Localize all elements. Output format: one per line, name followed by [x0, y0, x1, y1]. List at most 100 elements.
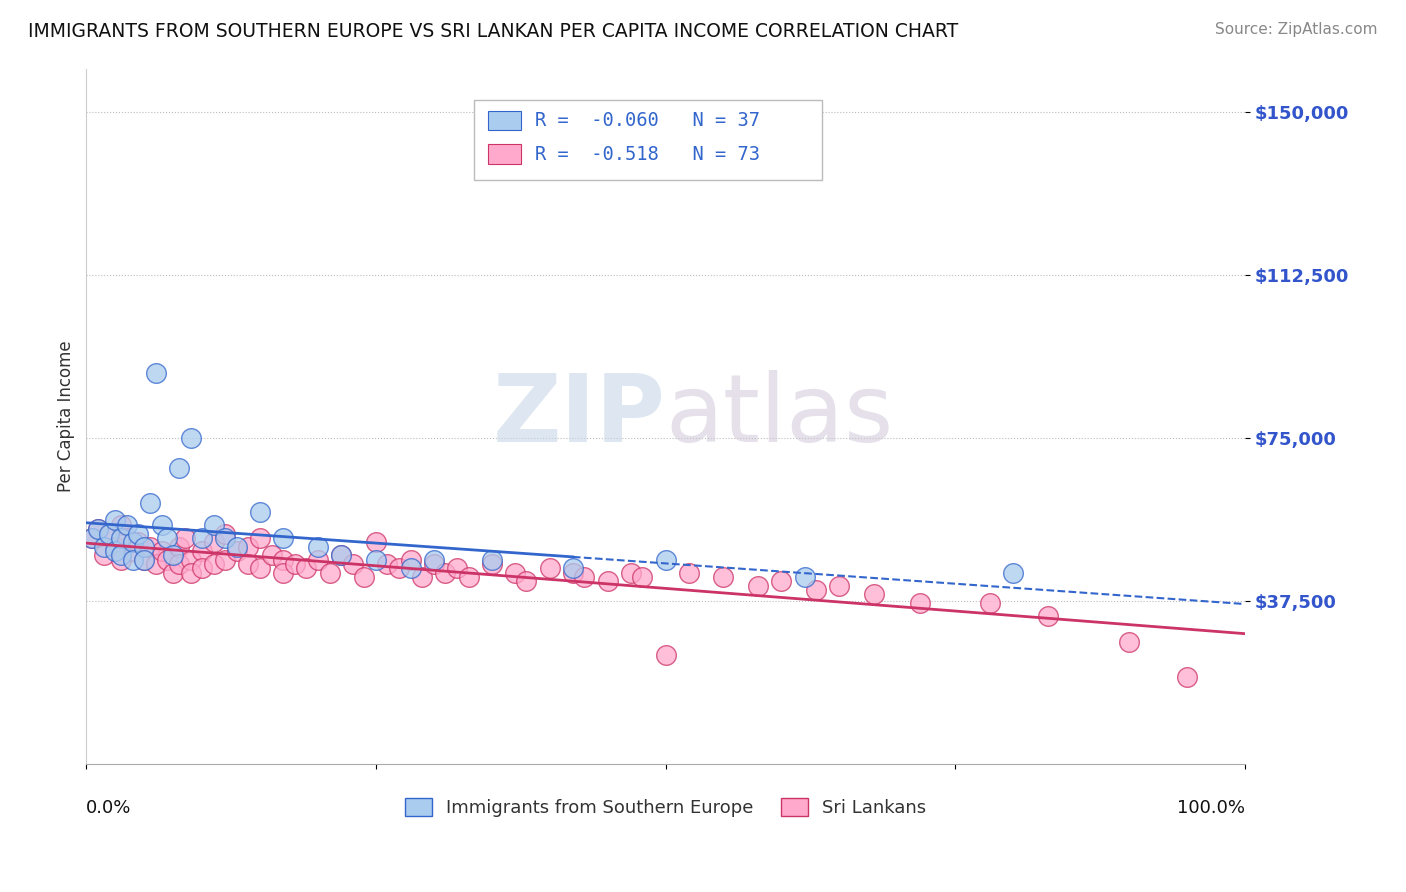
Point: [271, 531, 294, 545]
FancyBboxPatch shape: [488, 145, 520, 164]
Point: [307, 540, 329, 554]
Point: [80, 531, 103, 545]
Point: [481, 557, 503, 571]
Point: [596, 574, 619, 589]
Point: [110, 517, 132, 532]
Point: [910, 596, 932, 610]
Point: [191, 531, 214, 545]
Point: [1175, 670, 1198, 684]
Point: [115, 531, 138, 545]
Point: [110, 548, 132, 562]
Point: [434, 566, 457, 580]
FancyBboxPatch shape: [474, 100, 823, 180]
Text: 0.0%: 0.0%: [86, 798, 132, 816]
Point: [80, 531, 103, 545]
Point: [863, 587, 886, 601]
Point: [167, 540, 190, 554]
Point: [828, 579, 851, 593]
Point: [423, 557, 446, 571]
Point: [481, 552, 503, 566]
Point: [271, 566, 294, 580]
Point: [561, 561, 583, 575]
Point: [98, 526, 121, 541]
Point: [399, 561, 422, 575]
Text: ZIP: ZIP: [492, 370, 665, 462]
Point: [110, 531, 132, 545]
Point: [330, 548, 353, 562]
Point: [249, 505, 271, 519]
Point: [330, 548, 353, 562]
Point: [538, 561, 561, 575]
Point: [110, 552, 132, 566]
Point: [631, 570, 654, 584]
Point: [104, 544, 127, 558]
Point: [747, 579, 769, 593]
Point: [191, 544, 214, 558]
Point: [793, 570, 815, 584]
Point: [134, 552, 156, 566]
Point: [104, 513, 127, 527]
Point: [271, 552, 294, 566]
Point: [238, 557, 260, 571]
Point: [87, 522, 110, 536]
Point: [307, 552, 329, 566]
Point: [238, 540, 260, 554]
Point: [654, 552, 676, 566]
Point: [979, 596, 1001, 610]
Text: IMMIGRANTS FROM SOUTHERN EUROPE VS SRI LANKAN PER CAPITA INCOME CORRELATION CHAR: IMMIGRANTS FROM SOUTHERN EUROPE VS SRI L…: [28, 22, 959, 41]
Point: [342, 557, 364, 571]
Point: [214, 552, 236, 566]
Point: [249, 561, 271, 575]
Point: [353, 570, 375, 584]
Point: [260, 548, 283, 562]
Point: [770, 574, 793, 589]
Point: [127, 535, 149, 549]
Point: [1118, 635, 1140, 649]
Point: [620, 566, 643, 580]
Point: [804, 582, 827, 597]
Point: [318, 566, 340, 580]
Point: [93, 540, 115, 554]
Point: [104, 540, 127, 554]
Point: [364, 552, 387, 566]
Point: [515, 574, 537, 589]
Point: [139, 496, 162, 510]
Point: [202, 517, 225, 532]
Point: [115, 517, 138, 532]
Point: [162, 548, 184, 562]
Point: [167, 461, 190, 475]
Point: [139, 540, 162, 554]
Point: [503, 566, 526, 580]
Point: [173, 531, 195, 545]
Point: [678, 566, 700, 580]
Point: [150, 517, 173, 532]
Point: [202, 557, 225, 571]
Point: [423, 552, 446, 566]
Point: [284, 557, 307, 571]
Point: [121, 535, 143, 549]
Point: [180, 431, 202, 445]
Point: [654, 648, 676, 663]
Point: [225, 540, 247, 554]
Legend: Immigrants from Southern Europe, Sri Lankans: Immigrants from Southern Europe, Sri Lan…: [398, 790, 934, 824]
Text: atlas: atlas: [665, 370, 894, 462]
Point: [127, 526, 149, 541]
Point: [145, 366, 167, 380]
Text: Source: ZipAtlas.com: Source: ZipAtlas.com: [1215, 22, 1378, 37]
Point: [121, 552, 143, 566]
Point: [225, 544, 247, 558]
Point: [457, 570, 479, 584]
Point: [156, 531, 179, 545]
Point: [574, 570, 596, 584]
Point: [446, 561, 468, 575]
Point: [191, 561, 214, 575]
Point: [364, 535, 387, 549]
Point: [399, 552, 422, 566]
FancyBboxPatch shape: [488, 111, 520, 130]
Point: [295, 561, 318, 575]
Point: [180, 566, 202, 580]
Point: [713, 570, 735, 584]
Point: [145, 557, 167, 571]
Point: [388, 561, 411, 575]
Text: R =  -0.060   N = 37: R = -0.060 N = 37: [534, 112, 759, 130]
